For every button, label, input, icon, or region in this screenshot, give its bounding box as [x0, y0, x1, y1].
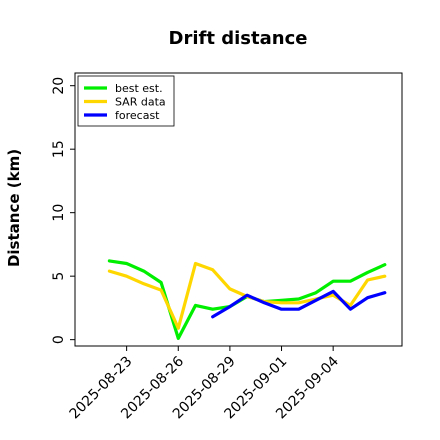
y-tick-label: 0 — [51, 335, 67, 344]
y-tick-label: 10 — [51, 204, 67, 222]
legend-label: SAR data — [115, 95, 166, 108]
y-tick-label: 5 — [51, 272, 67, 281]
series-line-forecast — [211, 289, 387, 319]
legend-label: forecast — [115, 109, 160, 122]
plot-frame — [74, 72, 403, 347]
series-lines — [107, 259, 387, 340]
y-tick-label: 20 — [51, 77, 67, 95]
x-axis: 2025-08-232025-08-262025-08-292025-09-01… — [67, 346, 342, 422]
legend-label: best est. — [115, 82, 163, 95]
y-axis-label: Distance (km) — [5, 149, 23, 267]
y-axis: 0 5 10 15 20 — [51, 77, 75, 344]
chart-title: Drift distance — [169, 28, 308, 49]
y-tick-label: 15 — [51, 140, 67, 158]
